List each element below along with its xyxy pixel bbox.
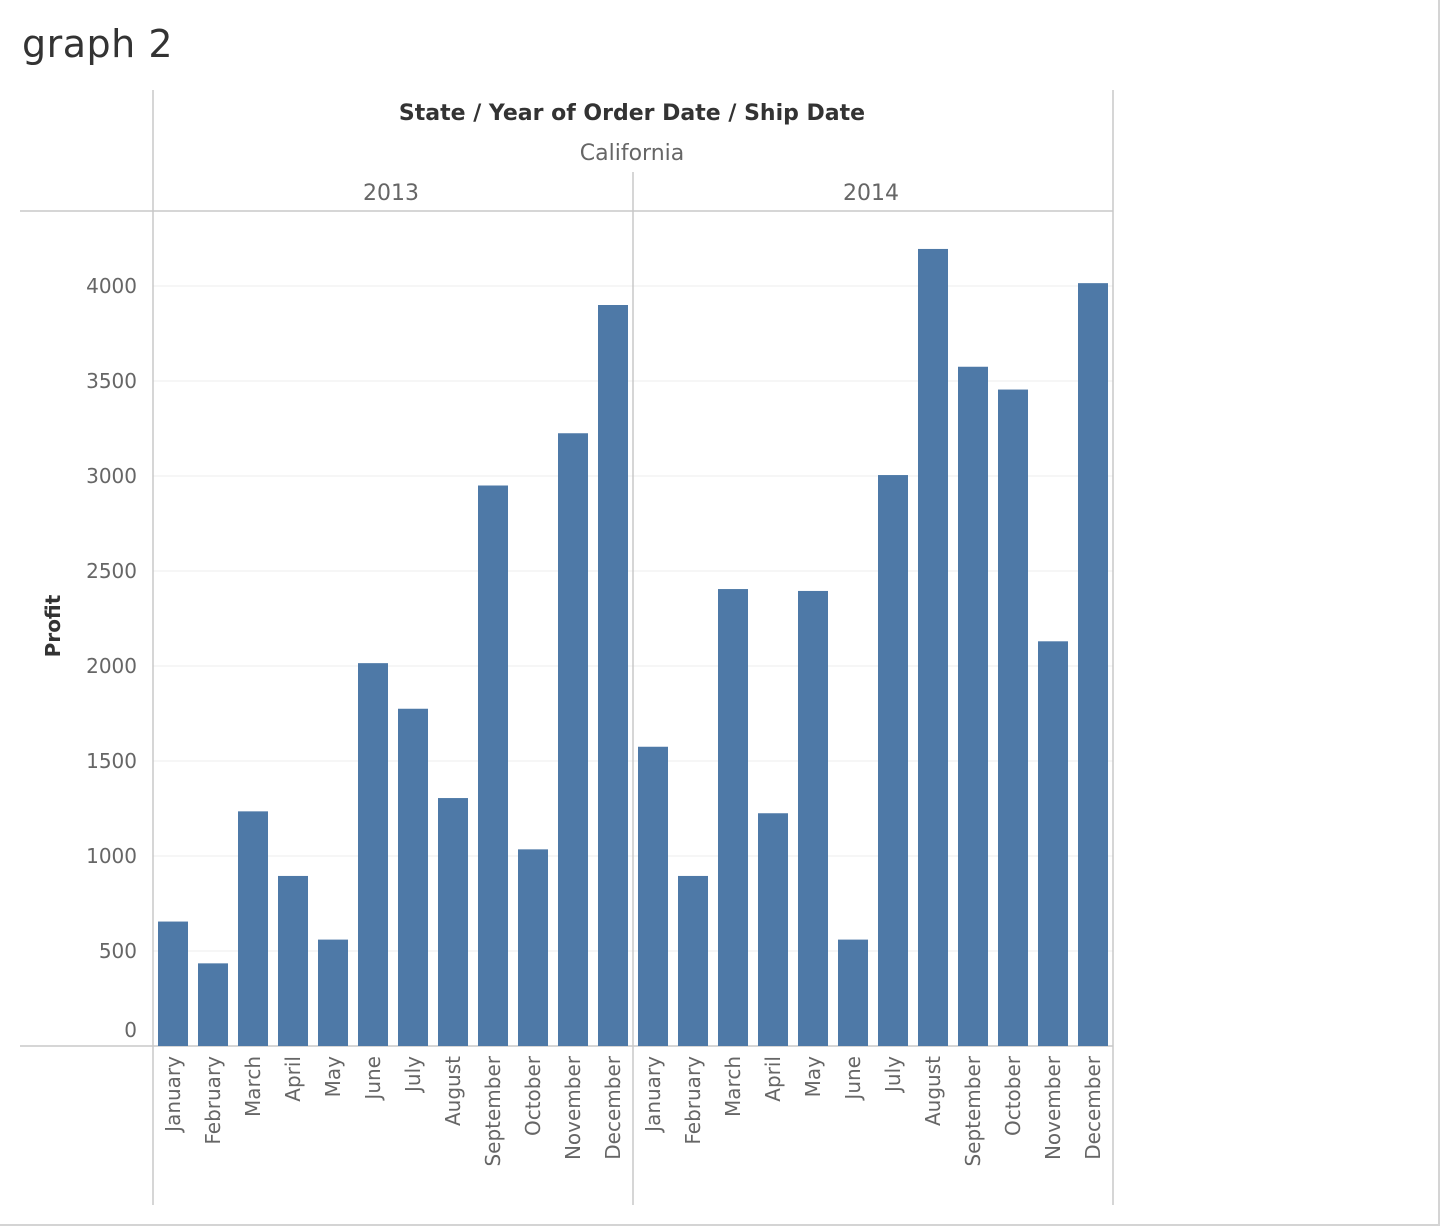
bar [1078,283,1108,1046]
bar [638,746,668,1046]
y-axis-title: Profit [41,594,65,657]
header-state: California [580,141,684,166]
x-category-label: March [721,1056,745,1117]
bar [558,433,588,1046]
x-axis: January February March April May June July Augu… [161,1055,1105,1166]
bar [878,475,908,1046]
bar [238,811,268,1046]
bar [598,305,628,1046]
x-category-label: February [681,1056,705,1145]
x-category-label: December [1081,1055,1105,1159]
bar [278,875,308,1046]
y-tick-label: 2000 [86,654,137,678]
x-category-label: October [1001,1055,1025,1136]
bar [838,939,868,1046]
header-title: State / Year of Order Date / Ship Date [399,101,865,126]
year-header: 2013 [363,181,419,206]
x-category-label: May [801,1056,825,1098]
y-tick-label: 500 [99,939,137,963]
bar [918,248,948,1046]
bar [518,849,548,1046]
page-title: graph 2 [22,22,173,66]
y-tick-label: 4000 [86,274,137,298]
y-axis: Profit 0 500 1000 1500 2000 2500 3000 3500 4000 [41,274,137,1042]
bar [478,485,508,1046]
bar [1038,641,1068,1046]
x-category-label: November [1041,1055,1065,1160]
bar [158,921,188,1046]
y-tick-label: 3500 [86,369,137,393]
y-tick-label: 1000 [86,844,137,868]
bar [198,963,228,1046]
year-header: 2014 [843,181,899,206]
y-tick-label: 2500 [86,559,137,583]
x-category-label: July [881,1056,905,1094]
bar [958,366,988,1046]
bars [158,248,1108,1046]
x-category-label: July [401,1056,425,1094]
x-category-label: January [161,1056,185,1134]
x-category-label: March [241,1056,265,1117]
x-category-label: November [561,1055,585,1160]
x-category-label: April [761,1056,785,1102]
x-category-label: August [921,1056,945,1126]
x-category-label: June [841,1056,865,1102]
x-category-label: January [641,1056,665,1134]
x-category-label: December [601,1055,625,1159]
x-category-label: October [521,1055,545,1136]
bar [998,389,1028,1046]
y-tick-label: 3000 [86,464,137,488]
x-category-label: May [321,1056,345,1098]
bar [438,798,468,1046]
bar [798,590,828,1046]
x-category-label: June [361,1056,385,1102]
chart-header: State / Year of Order Date / Ship Date C… [363,101,899,206]
x-category-label: April [281,1056,305,1102]
x-category-label: September [481,1055,505,1166]
bar [398,708,428,1046]
y-tick-label: 1500 [86,749,137,773]
y-tick-label: 0 [124,1018,137,1042]
bar [758,813,788,1046]
bar [718,589,748,1046]
bar [678,875,708,1046]
x-category-label: August [441,1056,465,1126]
bar [358,663,388,1046]
x-category-label: September [961,1055,985,1166]
bar [318,939,348,1046]
x-category-label: February [201,1056,225,1145]
